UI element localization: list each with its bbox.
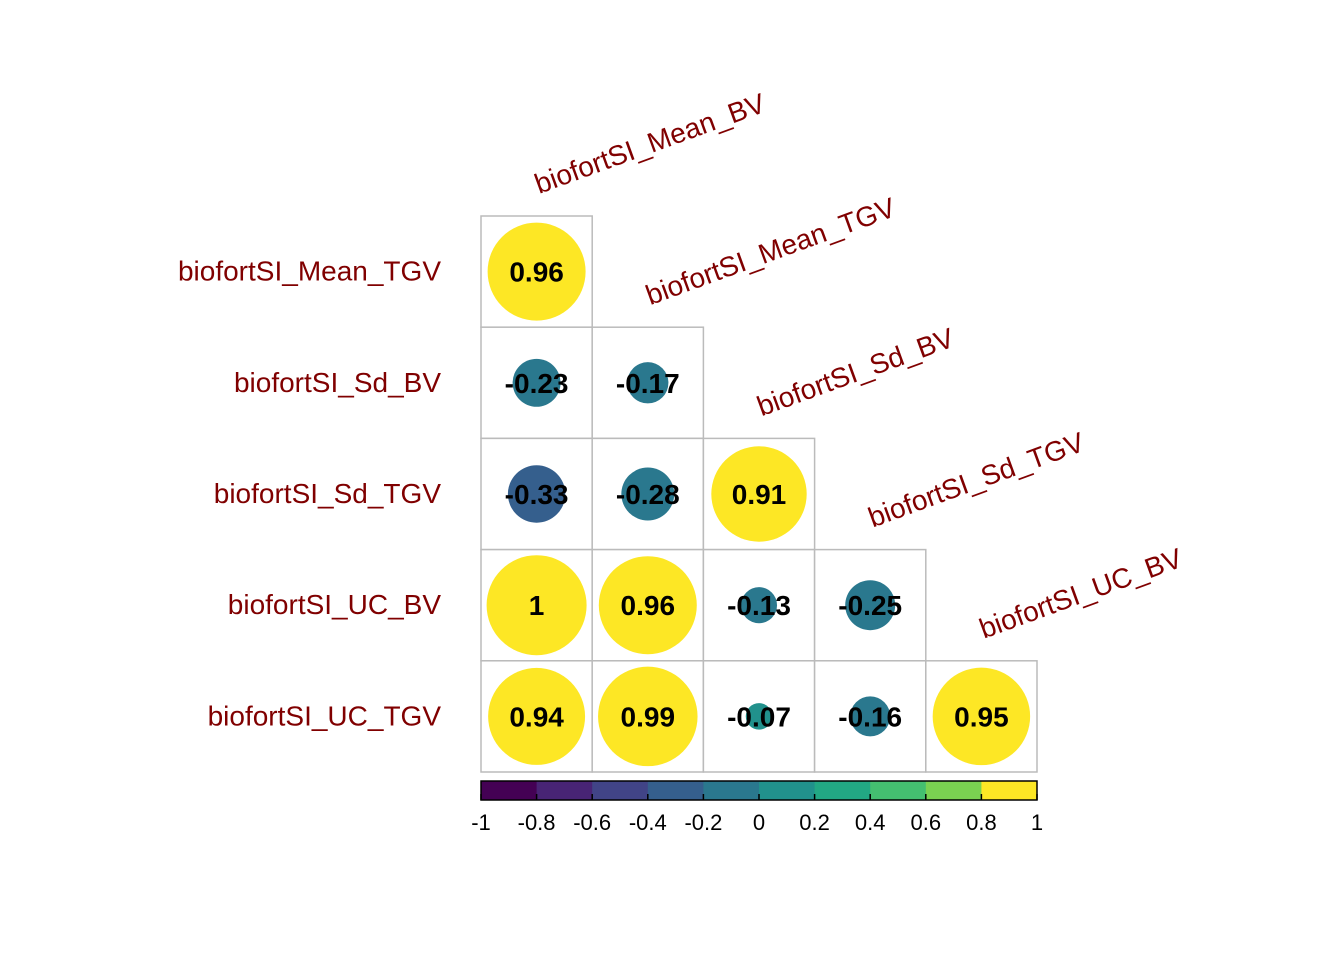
colorbar-tick-label: 0.4 bbox=[855, 810, 886, 835]
correlation-circle bbox=[598, 556, 697, 655]
correlation-circle bbox=[512, 358, 561, 407]
row-label: biofortSI_Sd_BV bbox=[234, 367, 441, 398]
correlation-circle bbox=[627, 362, 669, 404]
row-labels: biofortSI_Mean_TGV biofortSI_Sd_BVbiofort… bbox=[178, 256, 441, 732]
colorbar-segment bbox=[481, 781, 538, 800]
colorbar-tick-label: -0.4 bbox=[629, 810, 667, 835]
correlation-value: 0.91 bbox=[732, 479, 787, 510]
colorbar-segment bbox=[870, 781, 927, 800]
correlation-circle bbox=[487, 222, 586, 321]
colorbar-tick-label: 0.8 bbox=[966, 810, 997, 835]
correlation-circle bbox=[488, 667, 586, 765]
correlation-circle bbox=[598, 666, 698, 767]
colorbar-tick-label: 0 bbox=[753, 810, 765, 835]
correlation-circle bbox=[845, 580, 896, 631]
colorbar-segment bbox=[925, 781, 982, 800]
correlation-value: -0.33 bbox=[505, 479, 569, 510]
correlation-circle bbox=[932, 667, 1031, 766]
correlation-value: 0.95 bbox=[954, 701, 1009, 732]
colorbar-segment bbox=[981, 781, 1038, 800]
correlation-circle bbox=[740, 587, 778, 624]
correlation-circle bbox=[711, 446, 807, 542]
correlation-value: 0.99 bbox=[621, 701, 676, 732]
colorbar-tick-label: 0.2 bbox=[799, 810, 830, 835]
correlation-value: -0.28 bbox=[616, 479, 680, 510]
colorbar-tick-label: -0.8 bbox=[518, 810, 556, 835]
colorbar-segment bbox=[814, 781, 871, 800]
colorbar-tick-label: 0.6 bbox=[911, 810, 942, 835]
colorbar-tick-label: 1 bbox=[1031, 810, 1043, 835]
correlation-value: 0.96 bbox=[509, 257, 564, 288]
colorbar-segment bbox=[647, 781, 704, 800]
correlation-value: -0.25 bbox=[838, 590, 902, 621]
column-label: biofortSI_Sd_BV bbox=[753, 322, 958, 422]
correlation-value: 0.94 bbox=[509, 701, 564, 732]
correlation-circle bbox=[850, 696, 891, 737]
colorbar-tick-label: -0.2 bbox=[684, 810, 722, 835]
correlation-cells: 0.96 -0.23 -0.17 -0.33 -0.28 0.91 1 0.96 -0.13 -0… bbox=[480, 215, 1038, 773]
correlation-circle bbox=[745, 703, 773, 730]
row-label: biofortSI_Sd_TGV bbox=[214, 478, 442, 509]
column-label: biofortSI_Mean_BV bbox=[530, 87, 769, 199]
column-label: biofortSI_UC_BV bbox=[975, 542, 1186, 644]
colorbar-segment bbox=[703, 781, 760, 800]
correlation-circle bbox=[507, 465, 566, 523]
correlation-circle bbox=[486, 555, 587, 656]
row-label: biofortSI_Mean_TGV bbox=[178, 256, 441, 287]
correlation-value: 0.96 bbox=[621, 590, 676, 621]
correlation-value: -0.13 bbox=[727, 590, 791, 621]
correlation-value: -0.07 bbox=[727, 701, 791, 732]
colorbar-tick-label: -0.6 bbox=[573, 810, 611, 835]
column-label: biofortSI_Mean_TGV bbox=[642, 192, 900, 311]
row-label: biofortSI_UC_BV bbox=[228, 589, 442, 620]
correlation-circle bbox=[621, 467, 675, 521]
column-label: biofortSI_Sd_TGV bbox=[864, 426, 1088, 533]
correlation-value: -0.17 bbox=[616, 368, 680, 399]
colorbar-segment bbox=[592, 781, 649, 800]
correlation-value: 1 bbox=[529, 590, 545, 621]
colorbar-tick-label: -1 bbox=[471, 810, 491, 835]
correlation-value: -0.23 bbox=[505, 368, 569, 399]
color-legend: -1 -0.8 -0.6 -0.4 -0.2 0 0.2 0.4 0.6 0.8 1 bbox=[471, 780, 1043, 835]
colorbar-segment bbox=[759, 781, 816, 800]
colorbar-segment bbox=[536, 781, 593, 800]
correlation-value: -0.16 bbox=[838, 701, 902, 732]
row-label: biofortSI_UC_TGV bbox=[208, 700, 442, 731]
